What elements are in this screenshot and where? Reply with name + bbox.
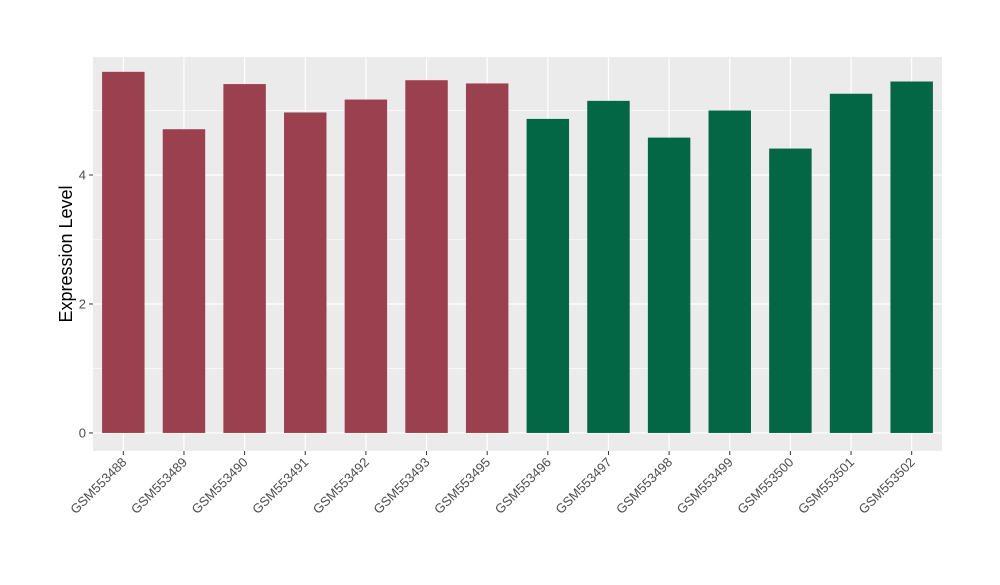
x-tick-label: GSM553496 bbox=[492, 455, 554, 517]
bar-GSM553496 bbox=[526, 118, 570, 433]
y-axis-title: Expression Level bbox=[56, 185, 76, 322]
bar-GSM553490 bbox=[223, 84, 266, 433]
x-tick-label: GSM553495 bbox=[431, 455, 493, 517]
x-tick-label: GSM553490 bbox=[189, 455, 251, 517]
x-axis-ticks: GSM553488GSM553489GSM553490GSM553491GSM5… bbox=[67, 451, 918, 517]
x-tick-label: GSM553492 bbox=[310, 455, 372, 517]
bar-GSM553493 bbox=[405, 80, 448, 433]
bar-GSM553492 bbox=[344, 99, 388, 433]
bar-GSM553489 bbox=[162, 129, 206, 433]
plot-panel bbox=[93, 57, 942, 451]
bar-GSM553501 bbox=[829, 93, 873, 433]
x-tick-label: GSM553497 bbox=[552, 455, 614, 517]
bar-GSM553495 bbox=[465, 83, 509, 433]
x-tick-label: GSM553489 bbox=[128, 455, 190, 517]
bar-GSM553502 bbox=[890, 81, 933, 433]
bar-GSM553497 bbox=[587, 100, 630, 433]
bar-GSM553488 bbox=[102, 71, 145, 433]
x-tick-label: GSM553491 bbox=[249, 455, 311, 517]
x-tick-label: GSM553498 bbox=[613, 455, 675, 517]
x-tick-label: GSM553501 bbox=[795, 455, 857, 517]
y-tick-label: 0 bbox=[79, 425, 86, 440]
bar-GSM553500 bbox=[769, 148, 812, 433]
x-tick-label: GSM553488 bbox=[67, 455, 129, 517]
bars bbox=[102, 71, 933, 433]
bar-GSM553499 bbox=[708, 110, 751, 433]
x-tick-label: GSM553502 bbox=[856, 455, 918, 517]
x-tick-label: GSM553493 bbox=[370, 455, 432, 517]
x-tick-label: GSM553500 bbox=[734, 455, 796, 517]
y-axis-ticks: 0 2 4 bbox=[79, 168, 93, 440]
x-tick-label: GSM553499 bbox=[674, 455, 736, 517]
y-tick-label: 2 bbox=[79, 296, 86, 311]
bar-GSM553498 bbox=[647, 137, 691, 433]
bar-GSM553491 bbox=[284, 112, 327, 433]
y-tick-label: 4 bbox=[79, 168, 86, 183]
